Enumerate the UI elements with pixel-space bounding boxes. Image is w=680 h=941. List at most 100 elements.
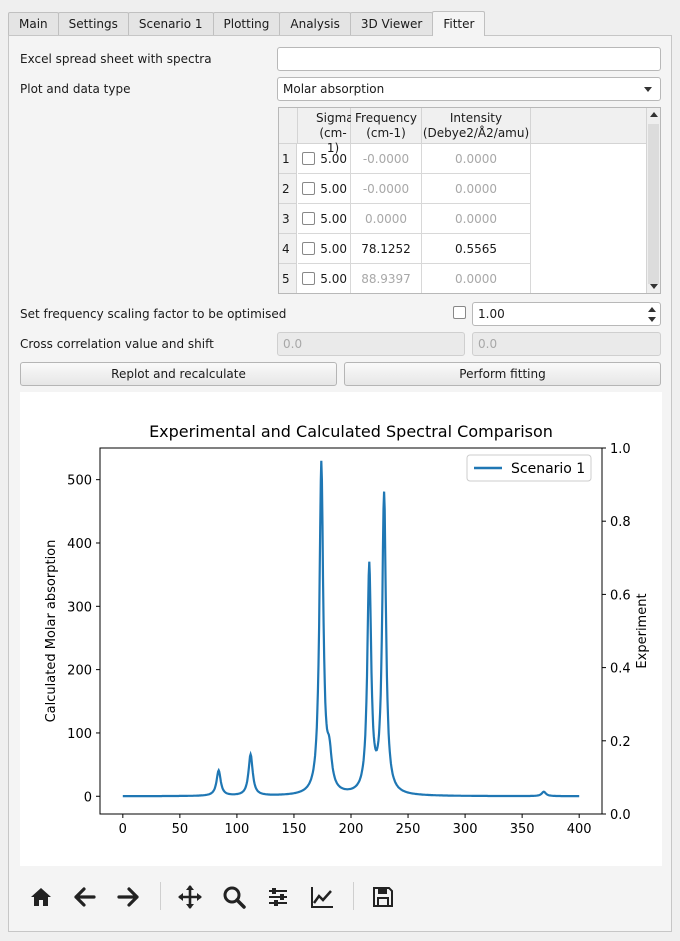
frequency-column-header[interactable]: Frequency (cm-1)	[351, 108, 422, 144]
sigma-header-line1: Sigma	[316, 111, 354, 125]
sigma-cell[interactable]: 5.00	[298, 204, 351, 234]
scroll-down-icon[interactable]	[650, 284, 658, 289]
spin-down-icon[interactable]	[648, 317, 656, 322]
back-arrow-icon[interactable]	[70, 882, 100, 912]
peak-enable-checkbox[interactable]	[302, 152, 315, 165]
x-tick-label: 350	[510, 822, 535, 837]
tab-main[interactable]: Main	[8, 12, 59, 36]
series-line-scenario-1	[122, 460, 580, 798]
row-header[interactable]: 5	[279, 264, 297, 293]
y-tick-label: 300	[67, 600, 92, 615]
peak-enable-checkbox[interactable]	[302, 242, 315, 255]
intensity-header-line2: (Debye2/Å2/amu)	[422, 126, 530, 140]
frequency-cell[interactable]: -0.0000	[351, 174, 422, 204]
sigma-cell[interactable]: 5.00	[298, 264, 351, 293]
plot-type-combobox[interactable]: Molar absorption	[277, 77, 661, 101]
intensity-cell[interactable]: 0.5565	[422, 234, 531, 264]
legend-box	[466, 454, 592, 482]
chevron-down-icon	[644, 87, 652, 92]
empty-header	[531, 108, 648, 144]
y-tick-label: 500	[67, 474, 92, 489]
y2-tick-label: 0.0	[610, 808, 631, 823]
home-icon[interactable]	[26, 882, 56, 912]
sigma-cell[interactable]: 5.00	[298, 234, 351, 264]
y-axis-label: Calculated Molar absorption	[44, 540, 59, 723]
intensity-cell[interactable]: 0.0000	[422, 264, 531, 293]
plot-toolbar	[20, 872, 662, 922]
intensity-cell[interactable]: 0.0000	[422, 204, 531, 234]
intensity-cell[interactable]: 0.0000	[422, 144, 531, 174]
intensity-header-line1: Intensity	[449, 111, 503, 125]
replot-button[interactable]: Replot and recalculate	[20, 362, 337, 386]
row-header[interactable]: 3	[279, 204, 297, 234]
sigma-value: 5.00	[320, 242, 347, 256]
x-tick-label: 100	[224, 822, 249, 837]
sigma-column-header[interactable]: Sigma (cm-1)	[298, 108, 354, 155]
y-tick-label: 0	[84, 790, 92, 805]
tab-settings[interactable]: Settings	[57, 12, 129, 36]
tab-bar: Main Settings Scenario 1 Plotting Analysis 3D…	[8, 11, 486, 36]
chart-title: Experimental and Calculated Spectral Com…	[149, 422, 553, 441]
spin-up-icon[interactable]	[648, 307, 656, 312]
corner-header	[279, 108, 298, 144]
excel-file-input[interactable]	[277, 47, 661, 71]
x-tick-label: 400	[567, 822, 592, 837]
y2-tick-label: 0.4	[610, 662, 631, 677]
intensity-column-header[interactable]: Intensity (Debye2/Å2/amu)	[422, 108, 531, 144]
x-tick-label: 250	[396, 822, 421, 837]
toolbar-separator	[160, 882, 161, 910]
frequency-cell[interactable]: -0.0000	[351, 144, 422, 174]
plot-canvas[interactable]: Experimental and Calculated Spectral Com…	[20, 392, 662, 866]
y2-tick-label: 0.6	[610, 588, 631, 603]
save-icon[interactable]	[368, 882, 398, 912]
cross-correlation-field: 0.0	[277, 332, 465, 356]
edit-axes-icon[interactable]	[307, 882, 337, 912]
pan-icon[interactable]	[175, 882, 205, 912]
sigma-value: 5.00	[320, 212, 347, 226]
row-header[interactable]: 1	[279, 144, 297, 174]
forward-arrow-icon[interactable]	[113, 882, 143, 912]
scaling-spinbox[interactable]: 1.00	[472, 302, 661, 326]
plot-type-label: Plot and data type	[20, 82, 131, 96]
peak-enable-checkbox[interactable]	[302, 212, 315, 225]
zoom-icon[interactable]	[219, 882, 249, 912]
x-tick-label: 300	[453, 822, 478, 837]
perform-fitting-button[interactable]: Perform fitting	[344, 362, 661, 386]
y2-tick-label: 0.2	[610, 735, 631, 750]
x-tick-label: 150	[282, 822, 307, 837]
scaling-label: Set frequency scaling factor to be optim…	[20, 307, 287, 321]
sigma-value: 5.00	[320, 152, 347, 166]
tab-analysis[interactable]: Analysis	[279, 12, 351, 36]
y2-axis-label: Experiment	[635, 593, 650, 668]
scaling-checkbox[interactable]	[453, 306, 466, 319]
scroll-up-icon[interactable]	[650, 112, 658, 117]
peak-enable-checkbox[interactable]	[302, 272, 315, 285]
cross-correlation-label: Cross correlation value and shift	[20, 337, 214, 351]
configure-subplots-icon[interactable]	[263, 882, 293, 912]
shift-field: 0.0	[472, 332, 661, 356]
spectral-chart: Experimental and Calculated Spectral Com…	[44, 422, 650, 837]
table-vertical-scrollbar[interactable]	[646, 108, 660, 293]
row-header[interactable]: 4	[279, 234, 297, 264]
sigma-cell[interactable]: 5.00	[298, 144, 351, 174]
tab-fitter[interactable]: Fitter	[432, 11, 486, 36]
peaks-table: Sigma (cm-1) Frequency (cm-1) Intensity …	[278, 107, 661, 294]
tab-3d-viewer[interactable]: 3D Viewer	[349, 12, 434, 36]
y2-tick-label: 0.8	[610, 515, 631, 530]
sigma-value: 5.00	[320, 272, 347, 286]
plot-type-value: Molar absorption	[283, 82, 385, 96]
x-tick-label: 50	[172, 822, 189, 837]
plot-frame	[99, 447, 603, 815]
tab-plotting[interactable]: Plotting	[212, 12, 281, 36]
peak-enable-checkbox[interactable]	[302, 182, 315, 195]
frequency-cell[interactable]: 88.9397	[351, 264, 422, 293]
intensity-cell[interactable]: 0.0000	[422, 174, 531, 204]
scaling-value: 1.00	[478, 307, 505, 321]
tab-scenario-1[interactable]: Scenario 1	[127, 12, 214, 36]
row-header[interactable]: 2	[279, 174, 297, 204]
sigma-cell[interactable]: 5.00	[298, 174, 351, 204]
frequency-header-line2: (cm-1)	[366, 126, 406, 140]
frequency-cell[interactable]: 0.0000	[351, 204, 422, 234]
scrollbar-thumb[interactable]	[648, 124, 659, 284]
frequency-cell[interactable]: 78.1252	[351, 234, 422, 264]
